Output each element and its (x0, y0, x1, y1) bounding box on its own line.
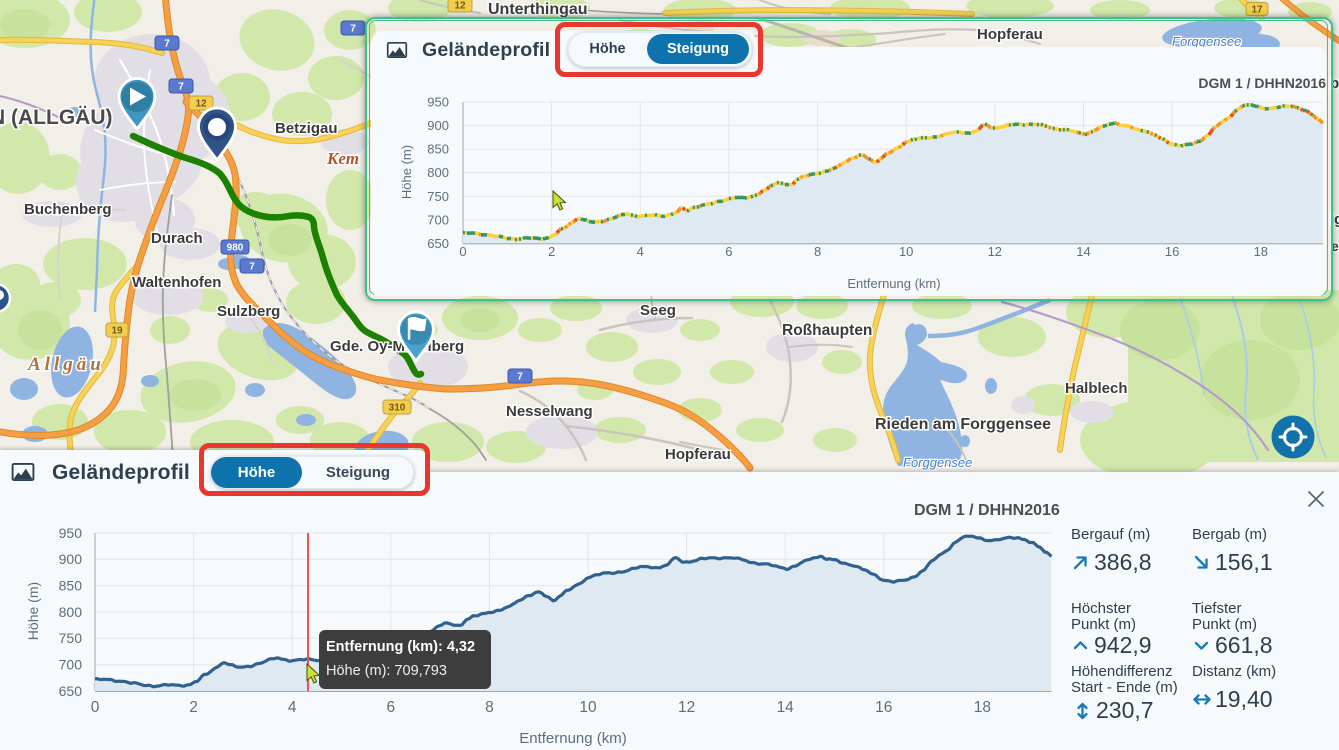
svg-text:Höhe (m): Höhe (m) (25, 582, 41, 640)
svg-text:950: 950 (59, 525, 83, 541)
svg-text:Entfernung (km): Entfernung (km) (519, 730, 627, 747)
svg-text:900: 900 (59, 551, 83, 567)
svg-text:e: e (1331, 238, 1339, 254)
svg-text:Rieden am Forggensee: Rieden am Forggensee (875, 416, 1051, 433)
svg-text:6: 6 (386, 699, 395, 716)
svg-text:14: 14 (777, 699, 795, 716)
svg-text:900: 900 (427, 118, 449, 133)
svg-text:980: 980 (227, 243, 244, 254)
svg-text:Entfernung (km): Entfernung (km) (847, 276, 940, 291)
svg-text:Roßhaupten: Roßhaupten (782, 322, 872, 339)
svg-text:7: 7 (249, 262, 255, 273)
svg-text:7: 7 (178, 82, 184, 93)
svg-text:750: 750 (59, 630, 83, 646)
svg-text:850: 850 (59, 577, 83, 593)
svg-text:8: 8 (814, 244, 821, 259)
svg-text:850: 850 (427, 142, 449, 157)
svg-text:7: 7 (350, 24, 356, 35)
svg-text:650: 650 (427, 236, 449, 251)
svg-text:18: 18 (1254, 244, 1268, 259)
svg-text:Waltenhofen: Waltenhofen (132, 274, 221, 291)
svg-text:700: 700 (59, 656, 83, 672)
svg-text:6: 6 (725, 244, 732, 259)
svg-text:800: 800 (59, 604, 83, 620)
svg-text:310: 310 (389, 403, 406, 414)
svg-text:Forggensee: Forggensee (903, 455, 972, 470)
svg-text:2: 2 (189, 699, 198, 716)
svg-text:Allgäu: Allgäu (27, 354, 105, 375)
svg-text:950: 950 (427, 94, 449, 109)
svg-text:12: 12 (678, 699, 695, 716)
svg-text:16: 16 (875, 699, 892, 716)
svg-text:650: 650 (59, 683, 83, 699)
svg-text:Seeg: Seeg (640, 302, 676, 319)
svg-text:17: 17 (1251, 5, 1263, 16)
svg-text:Kem: Kem (326, 149, 359, 168)
svg-text:7: 7 (517, 372, 523, 383)
svg-text:18: 18 (974, 699, 991, 716)
svg-text:750: 750 (427, 189, 449, 204)
svg-text:8: 8 (485, 699, 494, 716)
svg-text:16: 16 (1165, 244, 1179, 259)
svg-text:700: 700 (427, 212, 449, 227)
svg-text:800: 800 (427, 165, 449, 180)
svg-text:Forggensee: Forggensee (1172, 34, 1241, 49)
svg-text:br: br (1330, 75, 1339, 92)
svg-text:12: 12 (454, 1, 466, 12)
svg-text:19: 19 (111, 326, 123, 337)
svg-text:Hopferau: Hopferau (665, 446, 731, 463)
svg-text:Sulzberg: Sulzberg (217, 303, 280, 320)
svg-text:N (ALLGÄU): N (ALLGÄU) (0, 106, 112, 129)
svg-text:Betzigau: Betzigau (275, 120, 338, 137)
svg-text:4: 4 (637, 244, 644, 259)
svg-text:14: 14 (1076, 244, 1090, 259)
svg-text:ig: ig (1330, 211, 1339, 228)
svg-text:Buchenberg: Buchenberg (24, 201, 112, 218)
svg-text:12: 12 (195, 99, 207, 110)
svg-text:7: 7 (164, 39, 170, 50)
svg-text:12: 12 (988, 244, 1002, 259)
svg-text:Unterthingau: Unterthingau (488, 1, 588, 18)
svg-text:0: 0 (459, 244, 466, 259)
svg-text:4: 4 (288, 699, 297, 716)
svg-text:0: 0 (91, 699, 100, 716)
svg-text:2: 2 (548, 244, 555, 259)
svg-text:Höhe (m): Höhe (m) (399, 145, 414, 199)
svg-text:10: 10 (579, 699, 597, 716)
svg-text:10: 10 (899, 244, 913, 259)
svg-text:Halblech: Halblech (1065, 380, 1128, 397)
svg-text:Durach: Durach (151, 230, 203, 247)
svg-text:Hopferau: Hopferau (977, 26, 1043, 43)
svg-text:Nesselwang: Nesselwang (506, 403, 593, 420)
